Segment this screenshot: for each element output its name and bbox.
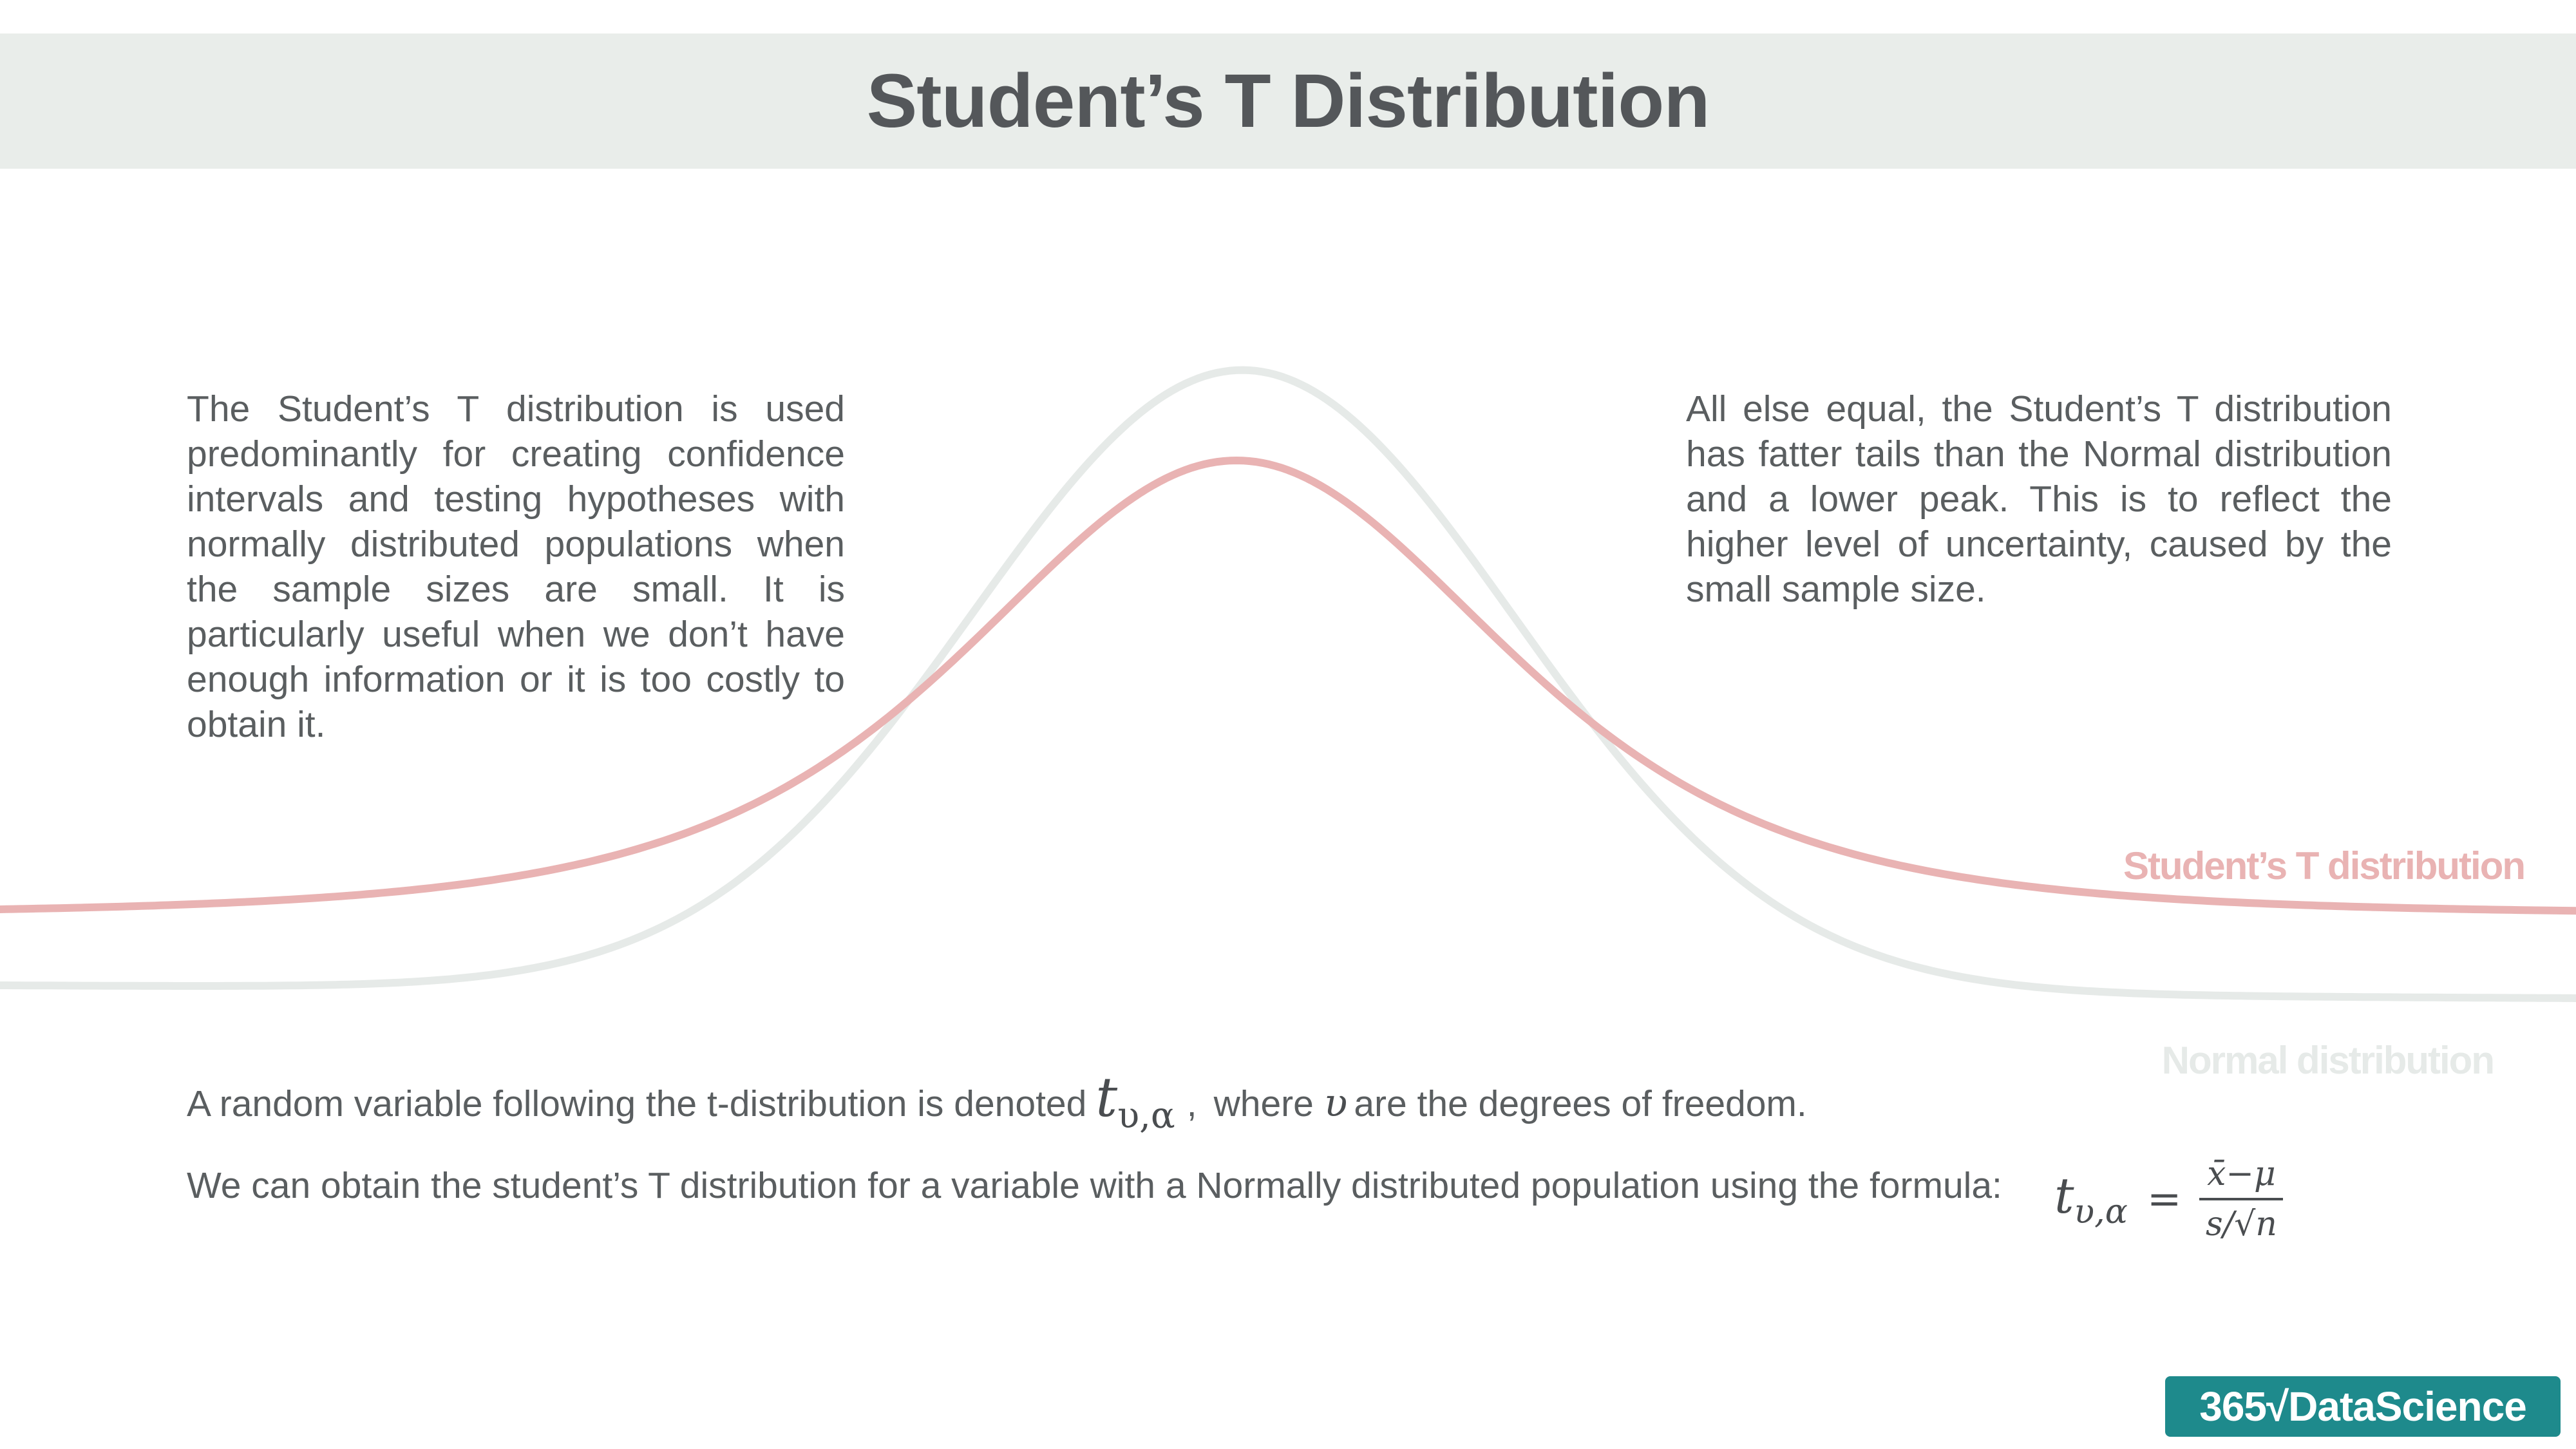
t-distribution-curve xyxy=(0,456,2576,915)
nu-symbol: υ xyxy=(1323,1081,1348,1126)
formula-text: We can obtain the student’s T distributi… xyxy=(187,1165,2002,1206)
formula-fraction: x̄−μ s/√n xyxy=(2199,1153,2284,1245)
t-letter: t xyxy=(1095,1066,1118,1129)
formula-numerator: x̄−μ xyxy=(2207,1155,2276,1193)
notation-comma: , xyxy=(1186,1083,1197,1124)
brand-logo: 365√DataScience xyxy=(2165,1376,2561,1437)
notation-where: where xyxy=(1213,1083,1314,1124)
notation-text-after: are the degrees of freedom. xyxy=(1354,1083,1807,1124)
title-band: Student’s T Distribution xyxy=(0,33,2576,169)
formula-t-symbol: tυ,α xyxy=(2054,1167,2128,1231)
notation-line: A random variable following the t-distri… xyxy=(187,1066,1807,1137)
normal-distribution-label: Normal distribution xyxy=(2161,1039,2495,1082)
formula-t-subscript: υ,α xyxy=(2074,1193,2128,1232)
notation-text-before: A random variable following the t-distri… xyxy=(187,1083,1087,1124)
t-symbol: tυ,α xyxy=(1095,1066,1175,1137)
formula-t-letter: t xyxy=(2054,1166,2074,1224)
formula-denominator: s/√n xyxy=(2206,1205,2277,1244)
t-formula: tυ,α = x̄−μ s/√n xyxy=(2054,1153,2284,1245)
page-title: Student’s T Distribution xyxy=(866,59,1710,144)
fraction-bar xyxy=(2199,1198,2284,1200)
formula-line: We can obtain the student’s T distributi… xyxy=(187,1164,2002,1207)
t-distribution-label: Student’s T distribution xyxy=(2123,844,2526,887)
intro-paragraph: The Student’s T distribution is used pre… xyxy=(187,388,845,745)
t-subscript: υ,α xyxy=(1117,1094,1175,1137)
comparison-paragraph: All else equal, the Student’s T distribu… xyxy=(1686,388,2392,610)
formula-equals: = xyxy=(2146,1175,2182,1223)
normal-distribution-curve xyxy=(0,366,2576,1002)
